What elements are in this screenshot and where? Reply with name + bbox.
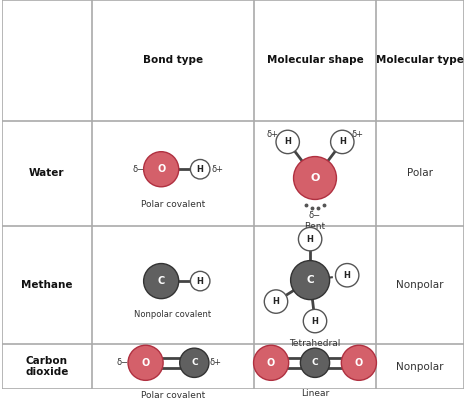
Text: δ+: δ+ [210, 358, 222, 367]
Circle shape [254, 345, 289, 380]
Circle shape [341, 345, 376, 380]
Circle shape [191, 271, 210, 291]
Text: C: C [312, 358, 319, 367]
Circle shape [303, 309, 327, 333]
Text: Molecular type: Molecular type [376, 55, 464, 65]
Text: Polar: Polar [407, 168, 433, 178]
Circle shape [299, 227, 322, 251]
Text: O: O [355, 358, 363, 368]
Text: δ+: δ+ [212, 165, 224, 174]
Circle shape [301, 348, 329, 377]
Text: H: H [197, 277, 204, 286]
Text: δ+: δ+ [266, 130, 278, 138]
Circle shape [180, 348, 209, 377]
Text: Methane: Methane [21, 280, 73, 290]
Text: C: C [191, 358, 198, 367]
Circle shape [330, 130, 354, 154]
Text: H: H [311, 316, 319, 326]
Text: Linear: Linear [301, 389, 329, 399]
Text: δ−: δ− [116, 358, 128, 367]
Text: H: H [344, 271, 351, 280]
Circle shape [128, 345, 163, 380]
Text: Tetrahedral: Tetrahedral [289, 339, 341, 348]
Text: δ−: δ− [309, 211, 321, 219]
Text: Nonpolar covalent: Nonpolar covalent [134, 310, 211, 319]
Text: δ+: δ+ [352, 130, 364, 138]
Text: H: H [339, 137, 346, 146]
Text: Bond type: Bond type [143, 55, 203, 65]
Circle shape [293, 156, 337, 200]
Text: H: H [197, 165, 204, 174]
Text: Molecular shape: Molecular shape [267, 55, 364, 65]
Text: Nonpolar: Nonpolar [396, 280, 444, 290]
Circle shape [336, 263, 359, 287]
Circle shape [264, 290, 288, 313]
Text: H: H [307, 235, 314, 244]
Text: O: O [141, 358, 150, 368]
Circle shape [191, 160, 210, 179]
Text: H: H [284, 137, 291, 146]
Text: C: C [306, 275, 314, 285]
Text: O: O [267, 358, 275, 368]
Text: O: O [157, 164, 165, 174]
Text: Polar covalent: Polar covalent [141, 200, 205, 209]
Text: Water: Water [29, 168, 64, 178]
Text: H: H [273, 297, 280, 306]
Circle shape [144, 263, 179, 298]
Circle shape [291, 261, 329, 300]
Text: δ−: δ− [133, 165, 145, 174]
Circle shape [144, 152, 179, 187]
Text: Nonpolar: Nonpolar [396, 362, 444, 372]
Circle shape [276, 130, 300, 154]
Text: O: O [310, 173, 319, 183]
Text: Carbon
dioxide: Carbon dioxide [25, 356, 69, 377]
Text: C: C [157, 276, 165, 286]
Text: Polar covalent: Polar covalent [141, 391, 205, 399]
Text: Bent: Bent [304, 222, 326, 231]
